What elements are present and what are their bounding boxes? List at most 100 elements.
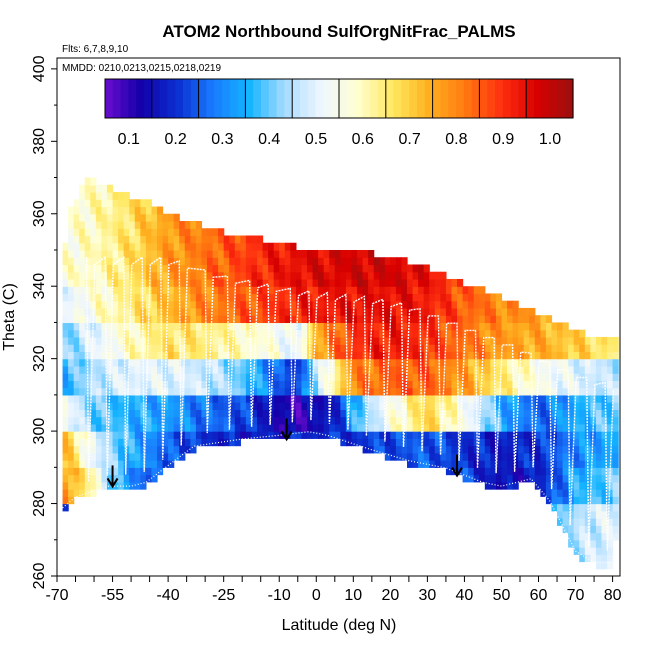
heatmap-cell bbox=[312, 286, 319, 295]
heatmap-cell bbox=[290, 315, 297, 324]
heatmap-cell bbox=[223, 235, 230, 244]
heatmap-cell bbox=[245, 402, 253, 410]
heatmap-cell bbox=[145, 206, 153, 215]
heatmap-cell bbox=[257, 423, 264, 432]
heatmap-cell bbox=[379, 394, 386, 403]
heatmap-cell bbox=[490, 474, 497, 483]
heatmap-cell bbox=[145, 307, 153, 316]
heatmap-cell bbox=[451, 402, 458, 410]
heatmap-cell bbox=[501, 322, 508, 331]
heatmap-cell bbox=[595, 539, 603, 548]
heatmap-cell bbox=[595, 474, 603, 483]
heatmap-cell bbox=[384, 438, 391, 447]
heatmap-cell bbox=[495, 481, 503, 490]
heatmap-cell bbox=[512, 336, 519, 345]
heatmap-cell bbox=[257, 271, 264, 280]
heatmap-cell bbox=[101, 329, 108, 338]
heatmap-cell bbox=[468, 474, 475, 483]
heatmap-cell bbox=[601, 481, 608, 490]
heatmap-cell bbox=[601, 518, 608, 526]
heatmap-cell bbox=[551, 452, 558, 461]
heatmap-cell bbox=[207, 336, 214, 345]
heatmap-cell bbox=[451, 286, 458, 295]
heatmap-cell bbox=[534, 402, 541, 410]
heatmap-cell bbox=[345, 264, 353, 273]
heatmap-cell bbox=[62, 431, 69, 439]
heatmap-cell bbox=[190, 307, 197, 316]
heatmap-cell bbox=[323, 431, 330, 439]
heatmap-cell bbox=[568, 532, 575, 541]
heatmap-cell bbox=[212, 315, 219, 324]
heatmap-cell bbox=[295, 358, 303, 367]
heatmap-cell bbox=[562, 525, 569, 534]
heatmap-cell bbox=[68, 351, 75, 360]
heatmap-cell bbox=[129, 228, 136, 237]
heatmap-cell bbox=[607, 510, 614, 519]
heatmap-cell bbox=[112, 409, 119, 418]
heatmap-cell bbox=[568, 380, 575, 389]
heatmap-cell bbox=[357, 402, 364, 410]
heatmap-cell bbox=[362, 329, 369, 338]
heatmap-cell bbox=[123, 474, 130, 483]
heatmap-cell bbox=[379, 286, 386, 295]
heatmap-cell bbox=[79, 358, 86, 367]
heatmap-cell bbox=[373, 387, 380, 396]
heatmap-cell bbox=[607, 561, 614, 570]
heatmap-cell bbox=[295, 380, 303, 389]
heatmap-cell bbox=[379, 293, 386, 302]
heatmap-cell bbox=[62, 380, 69, 389]
x-axis-label: Latitude (deg N) bbox=[282, 617, 397, 634]
heatmap-cell bbox=[162, 307, 169, 316]
heatmap-cell bbox=[112, 380, 119, 389]
heatmap-cell bbox=[101, 474, 108, 483]
heatmap-cell bbox=[90, 373, 97, 381]
heatmap-cell bbox=[90, 365, 97, 374]
heatmap-cell bbox=[195, 221, 203, 229]
heatmap-cell bbox=[84, 315, 91, 324]
heatmap-cell bbox=[251, 402, 258, 410]
heatmap-cell bbox=[123, 286, 130, 295]
heatmap-cell bbox=[490, 481, 497, 490]
heatmap-cell bbox=[495, 344, 503, 353]
heatmap-cell bbox=[557, 373, 564, 381]
heatmap-cell bbox=[340, 315, 347, 324]
heatmap-cell bbox=[568, 336, 575, 345]
heatmap-cell bbox=[184, 431, 191, 439]
heatmap-cell bbox=[68, 474, 75, 483]
x-tick-label: -10 bbox=[268, 587, 291, 604]
heatmap-cell bbox=[257, 257, 264, 266]
x-tick-label: 40 bbox=[456, 587, 474, 604]
heatmap-cell bbox=[451, 409, 458, 418]
heatmap-cell bbox=[234, 394, 241, 403]
heatmap-cell bbox=[518, 467, 525, 476]
heatmap-cell bbox=[395, 336, 403, 345]
heatmap-cell bbox=[429, 329, 436, 338]
heatmap-cell bbox=[468, 329, 475, 338]
heatmap-cell bbox=[190, 344, 197, 353]
heatmap-cell bbox=[84, 336, 91, 345]
heatmap-cell bbox=[284, 402, 291, 410]
heatmap-cell bbox=[373, 322, 380, 331]
heatmap-cell bbox=[68, 489, 75, 497]
heatmap-cell bbox=[151, 271, 158, 280]
heatmap-cell bbox=[162, 460, 169, 468]
heatmap-cell bbox=[490, 300, 497, 309]
heatmap-cell bbox=[284, 293, 291, 302]
heatmap-cell bbox=[573, 510, 580, 519]
heatmap-cell bbox=[62, 402, 69, 410]
heatmap-cell bbox=[418, 351, 425, 360]
heatmap-cell bbox=[495, 387, 503, 396]
heatmap-cell bbox=[201, 394, 208, 403]
heatmap-cell bbox=[518, 460, 525, 468]
heatmap-cell bbox=[590, 387, 597, 396]
heatmap-cell bbox=[118, 329, 125, 338]
heatmap-cell bbox=[251, 344, 258, 353]
heatmap-cell bbox=[207, 264, 214, 273]
heatmap-cell bbox=[273, 394, 280, 403]
heatmap-cell bbox=[168, 228, 175, 237]
heatmap-cell bbox=[340, 300, 347, 309]
heatmap-cell bbox=[101, 452, 108, 461]
heatmap-cell bbox=[95, 242, 103, 251]
heatmap-cell bbox=[512, 387, 519, 396]
heatmap-cell bbox=[373, 300, 380, 309]
